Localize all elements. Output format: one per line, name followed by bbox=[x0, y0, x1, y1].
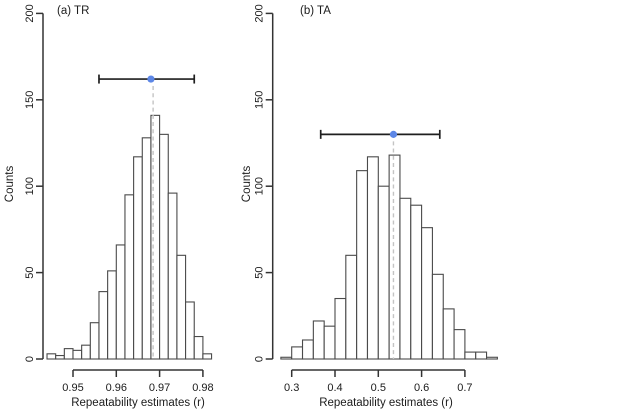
histogram-bar bbox=[280, 356, 293, 360]
histogram-bar bbox=[98, 291, 109, 360]
histogram-bar bbox=[63, 348, 74, 360]
x-tick-label-a: 0.98 bbox=[192, 382, 213, 394]
histogram-bar bbox=[464, 351, 477, 360]
panel-b-ylabel: Counts bbox=[241, 165, 253, 203]
y-tick-label-a: 100 bbox=[24, 177, 36, 195]
histogram-bar bbox=[115, 244, 126, 360]
panel-a-ylabel: Counts bbox=[4, 165, 16, 203]
histogram-bar bbox=[312, 320, 325, 360]
histogram-bar bbox=[176, 254, 187, 360]
histogram-bar bbox=[442, 308, 455, 360]
panel-b-title: (b) TA bbox=[300, 5, 331, 17]
panel-a-xlabel: Repeatability estimates (r) bbox=[71, 397, 205, 409]
y-tick-label-a: 50 bbox=[24, 266, 36, 278]
histogram-bar bbox=[356, 170, 369, 360]
ci-point-b bbox=[389, 130, 398, 138]
x-tick-label-a: 0.96 bbox=[106, 382, 127, 394]
histogram-bar bbox=[377, 185, 390, 360]
histogram-bar bbox=[193, 335, 204, 360]
y-tick-label-b: 50 bbox=[254, 266, 266, 278]
histogram-bar bbox=[185, 301, 195, 360]
y-tick-label-b: 100 bbox=[254, 177, 266, 195]
histogram-bar bbox=[46, 353, 57, 360]
x-tick-label-b: 0.6 bbox=[414, 382, 429, 394]
histogram-bar bbox=[150, 114, 161, 360]
histogram-bar bbox=[202, 353, 213, 360]
histogram-bar bbox=[167, 192, 178, 360]
y-tick-label-b: 150 bbox=[254, 91, 266, 109]
histogram-bar bbox=[421, 227, 433, 360]
y-tick-label-b: 200 bbox=[254, 4, 266, 22]
histogram-bar bbox=[72, 349, 83, 360]
histogram-bar bbox=[475, 351, 488, 360]
x-tick-label-b: 0.3 bbox=[284, 382, 299, 394]
histogram-bar bbox=[301, 339, 314, 360]
histogram-bar bbox=[55, 354, 65, 360]
histogram-bar bbox=[453, 329, 466, 360]
histogram-bar bbox=[388, 154, 401, 360]
histogram-bar bbox=[345, 254, 358, 360]
histogram-bar bbox=[410, 204, 423, 360]
y-tick-label-b: 0 bbox=[254, 356, 266, 362]
panel-b-xlabel: Repeatability estimates (r) bbox=[319, 397, 453, 409]
histogram-bar bbox=[81, 344, 91, 360]
histogram-bar bbox=[124, 194, 135, 360]
panel-a-title: (a) TR bbox=[57, 5, 90, 17]
y-tick-label-a: 150 bbox=[24, 91, 36, 109]
histogram-bar bbox=[366, 156, 379, 360]
x-tick-label-b: 0.5 bbox=[371, 382, 386, 394]
histogram-bar bbox=[399, 197, 412, 360]
x-tick-label-b: 0.4 bbox=[327, 382, 342, 394]
x-tick-label-a: 0.97 bbox=[149, 382, 170, 394]
histogram-bar bbox=[133, 156, 143, 360]
histogram-bar bbox=[485, 356, 498, 360]
y-tick-label-a: 200 bbox=[24, 4, 36, 22]
y-tick-label-a: 0 bbox=[24, 356, 36, 362]
histogram-bar bbox=[291, 346, 304, 360]
histogram-bar bbox=[141, 137, 152, 360]
x-tick-label-a: 0.95 bbox=[62, 382, 83, 394]
x-tick-label-b: 0.7 bbox=[457, 382, 472, 394]
histogram-bar bbox=[89, 322, 100, 360]
histogram-bar bbox=[107, 270, 117, 360]
histogram-bar bbox=[431, 273, 444, 360]
ci-point-a bbox=[147, 75, 155, 83]
histogram-bar bbox=[323, 325, 336, 360]
histogram-bar bbox=[159, 133, 169, 360]
histogram-bar bbox=[334, 297, 347, 360]
